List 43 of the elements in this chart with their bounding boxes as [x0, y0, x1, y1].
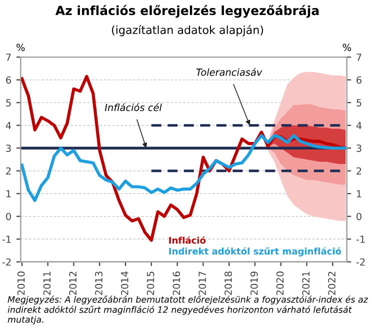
y2-tick-label: 1 [356, 190, 362, 198]
y2-tick-label: 2 [356, 167, 362, 175]
x-tick-label: 2022 [328, 272, 336, 295]
x-tick-label: 2015 [146, 272, 154, 295]
x-tick-label: 2021 [302, 272, 310, 295]
x-tick-label: 2016 [172, 271, 180, 295]
x-tick-label: 2012 [69, 272, 77, 295]
y2-tick-label: 0 [356, 212, 362, 220]
text: Indirekt adóktól szűrt maginfláció [169, 247, 342, 256]
annotation: Inflációs cél [104, 103, 162, 112]
x-tick-label: 2011 [43, 272, 51, 295]
y-tick-label: 1 [6, 190, 11, 198]
y-tick-label: 7 [6, 54, 11, 61]
x-tick-label: 2014 [120, 271, 128, 295]
y-tick-label: -1 [2, 236, 11, 243]
y2-tick-label: 3 [356, 144, 362, 152]
y2-tick-label: 5 [356, 99, 362, 106]
chart-title: Az inflációs előrejelzés legyezőábrája [55, 5, 319, 18]
series-label: Infláció [169, 236, 206, 244]
line-series [20, 134, 347, 202]
y-tick-label: 2 [6, 167, 11, 175]
x-tick-label: 2019 [250, 272, 258, 295]
y-tick-label: 6 [6, 76, 11, 84]
annotation: Toleranciasáv [196, 68, 262, 76]
chart-subtitle: (igazítatlan adatok alapján) [112, 25, 264, 36]
x-tick-label: 2013 [95, 272, 102, 295]
y2-axis-title: % [342, 44, 351, 52]
x-tick-label: 2017 [198, 272, 206, 295]
y2-tick-label: -2 [356, 258, 365, 266]
y-tick-label: 3 [6, 144, 11, 152]
y-tick-label: 4 [6, 122, 12, 130]
x-tick-label: 2010 [17, 272, 25, 295]
y2-tick-label: 6 [356, 76, 362, 84]
x-tick-label: 2020 [276, 272, 284, 295]
x-tick-label: 2018 [224, 272, 232, 295]
y-tick-label: 5 [6, 99, 11, 106]
y-tick-label: 0 [6, 212, 11, 220]
y-axis-title: % [16, 44, 25, 52]
text: Megjegyzés: A legyezőábrán bemutatott előrejelzésünk a fogyasztóiár-index és az indirekt adóktól szűrt maginfláció 12 negyedéves horizonton várható lefutását mutatja. [8, 296, 368, 324]
y2-tick-label: 7 [356, 54, 362, 61]
y-tick-label: -2 [2, 258, 11, 266]
y2-tick-label: 4 [356, 122, 362, 130]
y2-tick-label: -1 [356, 236, 365, 243]
